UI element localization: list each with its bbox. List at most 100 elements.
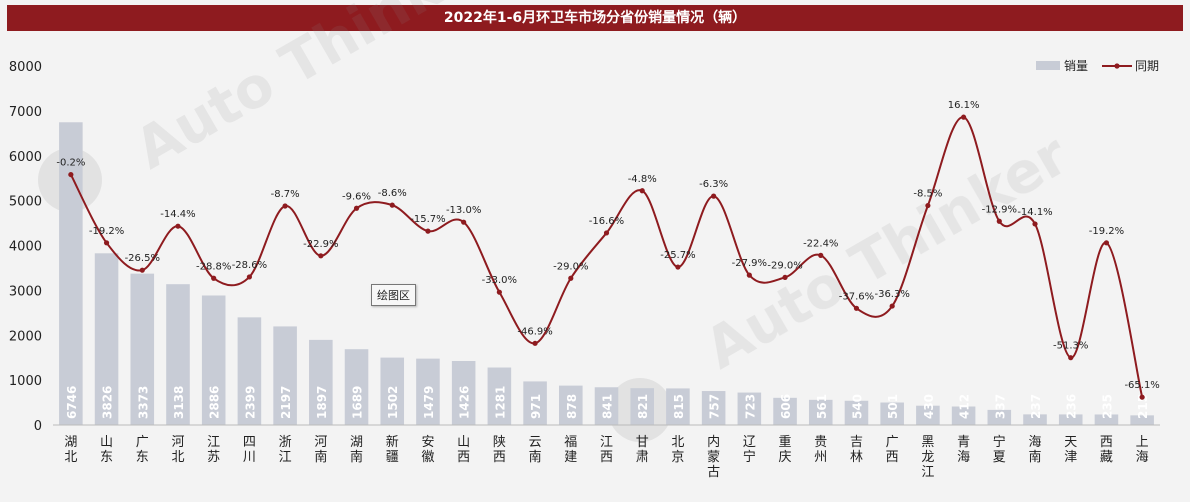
category-label: 内蒙古 (707, 434, 720, 480)
bar-value-label: 412 (958, 394, 972, 419)
bar-value-label: 236 (1065, 394, 1079, 419)
line-point-label: -15.7% (410, 214, 445, 225)
category-label: 福建 (564, 435, 577, 465)
category-label: 新疆 (386, 434, 399, 465)
bar-value-label: 2886 (208, 386, 222, 419)
bar-value-label: 2197 (279, 386, 293, 419)
line-point (960, 114, 967, 120)
bar-value-label: 3373 (136, 386, 150, 419)
line-point (1139, 394, 1145, 400)
bar-value-label: 1281 (493, 386, 507, 419)
line-point-label: -4.8% (628, 174, 657, 185)
line-point (818, 252, 824, 258)
line-point-label: -29.0% (767, 260, 802, 271)
bar (666, 388, 690, 425)
bar-value-label: 540 (850, 394, 864, 419)
bar-value-label: 6746 (65, 386, 79, 419)
line-point-label: -8.5% (913, 189, 942, 200)
line-point (1068, 355, 1074, 361)
line-point (68, 171, 74, 178)
bar-value-label: 235 (1100, 394, 1114, 419)
bar (737, 392, 762, 425)
line-point (853, 305, 860, 311)
category-label: 河北 (171, 435, 184, 465)
bar-value-label: 561 (815, 394, 829, 419)
line-point-label: -19.2% (89, 226, 124, 237)
bar-value-label: 3826 (101, 386, 115, 419)
bar (808, 399, 833, 425)
line-point (568, 275, 574, 281)
line-point (996, 218, 1002, 224)
line-point-label: -0.2% (56, 158, 85, 169)
bar-value-label: 237 (1029, 394, 1043, 419)
category-label: 重庆 (779, 434, 792, 465)
category-label: 四川 (243, 435, 256, 465)
bar (273, 326, 297, 425)
bar (594, 387, 619, 425)
category-label: 吉林 (850, 435, 863, 465)
line-point (211, 275, 217, 281)
category-label: 湖北 (64, 435, 77, 465)
plot-area-tooltip: 绘图区 (371, 284, 416, 306)
bar-value-label: 815 (672, 394, 686, 419)
y-tick-label: 0 (34, 419, 42, 434)
bar-value-label: 878 (565, 394, 579, 419)
category-label: 广东 (136, 435, 149, 465)
bar (1130, 415, 1154, 425)
line-point (675, 264, 681, 270)
line-point (389, 202, 395, 208)
category-label: 浙江 (279, 435, 292, 465)
line-point-label: -22.4% (803, 238, 838, 249)
bar-value-label: 1897 (315, 386, 329, 419)
line-point (639, 188, 645, 194)
line-point-label: -16.6% (589, 216, 624, 227)
bar (237, 317, 262, 425)
line-point (175, 223, 181, 229)
line-point-label: -65.1% (1124, 380, 1159, 391)
line-point (889, 303, 895, 309)
y-tick-label: 7000 (9, 105, 42, 120)
line-point-label: -14.1% (1017, 207, 1052, 218)
line-point-label: -46.9% (517, 326, 552, 337)
bar (844, 400, 869, 425)
line-point-label: -28.6% (232, 260, 267, 271)
bar (987, 409, 1012, 425)
y-tick-label: 3000 (9, 284, 42, 299)
bar (451, 361, 476, 425)
svg-text:Auto Thinker: Auto Thinker (695, 122, 1080, 382)
category-label: 天津 (1064, 435, 1077, 465)
line-point-label: -51.3% (1053, 341, 1088, 352)
category-label: 海南 (1029, 435, 1042, 465)
line-point-label: -19.2% (1089, 226, 1124, 237)
line-point-label: -37.6% (839, 291, 874, 302)
line-point-label: -27.9% (732, 258, 767, 269)
chart-title: 2022年1-6月环卫车市场分省份销量情况（辆） (7, 5, 1183, 31)
bar (1058, 414, 1083, 425)
bar (1094, 414, 1119, 425)
bar (166, 284, 190, 425)
line-point (103, 240, 110, 246)
category-label: 山西 (457, 435, 470, 465)
line-point (746, 272, 752, 278)
line-point-label: -14.4% (160, 209, 195, 220)
bar (773, 397, 797, 425)
line-point-label: -12.9% (982, 204, 1017, 215)
category-label: 江苏 (207, 435, 220, 465)
bar (59, 122, 83, 425)
bar-value-label: 1689 (351, 386, 365, 419)
y-tick-label: 8000 (9, 60, 42, 75)
y-tick-label: 1000 (9, 374, 42, 389)
bar (916, 405, 940, 425)
line-point-label: -13.0% (446, 205, 481, 216)
y-tick-label: 6000 (9, 150, 42, 165)
category-label: 辽宁 (743, 435, 756, 465)
bar-value-label: 757 (708, 394, 722, 419)
line-point (925, 202, 931, 209)
bar (487, 367, 512, 425)
line-point (139, 267, 145, 273)
y-tick-label: 2000 (9, 329, 42, 344)
category-label: 江西 (600, 435, 613, 465)
bar (380, 357, 405, 425)
bar (880, 402, 904, 425)
line-point (425, 228, 431, 234)
